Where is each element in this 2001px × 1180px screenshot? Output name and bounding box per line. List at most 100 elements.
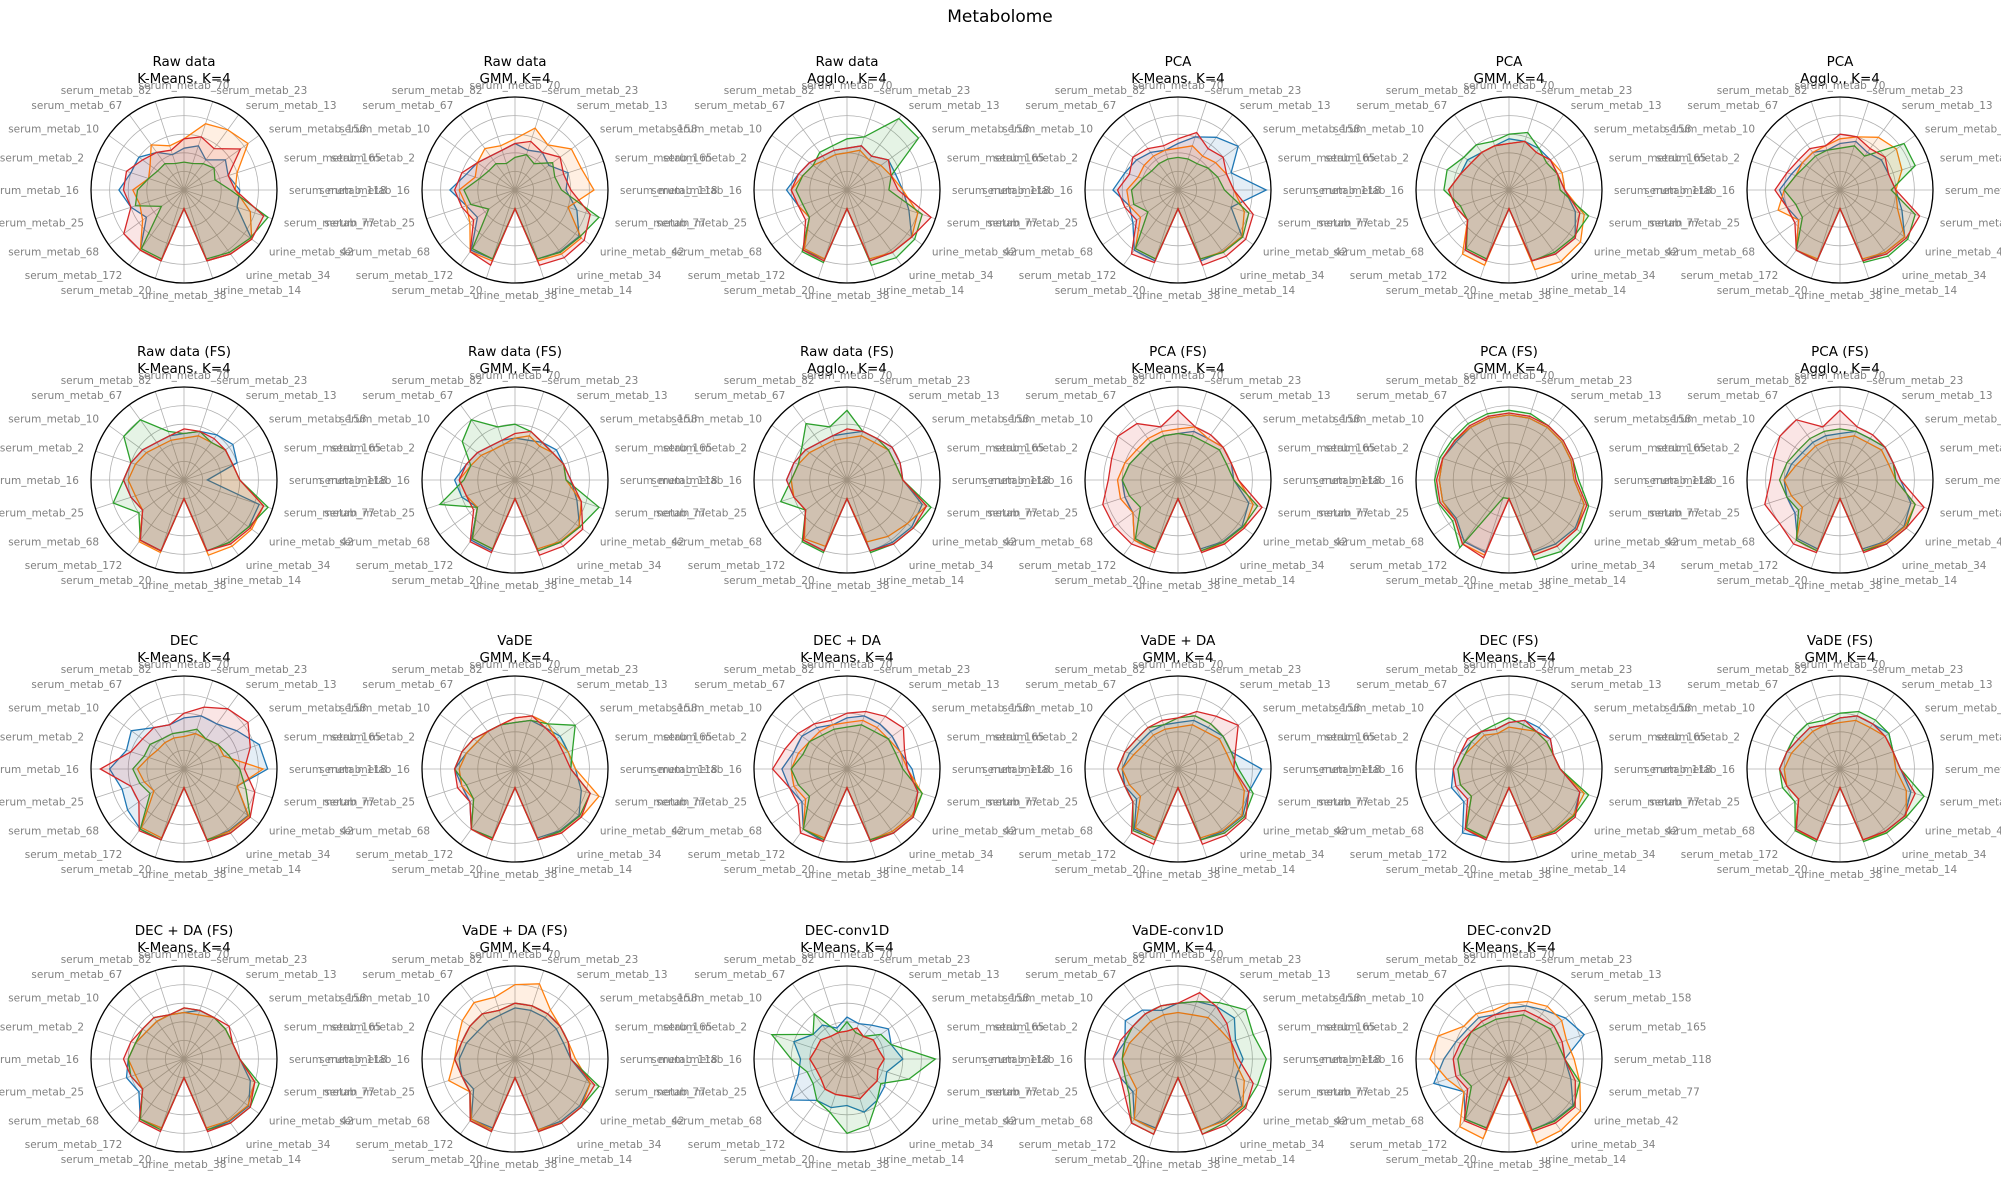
grid-spoke bbox=[846, 768, 877, 858]
axis-label: serum_metab_118 bbox=[1614, 185, 1712, 197]
panel-title-algorithm: K-Means, K=4 bbox=[137, 650, 230, 666]
axis-label: serum_metab_70 bbox=[802, 370, 893, 382]
outer-ring bbox=[753, 96, 941, 284]
axis-label: urine_metab_42 bbox=[1925, 247, 2001, 259]
grid-spoke bbox=[129, 189, 185, 266]
axis-label: urine_metab_14 bbox=[216, 285, 301, 297]
axis-label: serum_metab_2 bbox=[994, 1022, 1078, 1034]
axis-label: serum_metab_67 bbox=[1356, 390, 1447, 402]
axis-label: serum_metab_10 bbox=[8, 992, 99, 1004]
grid-spoke bbox=[846, 479, 923, 535]
grid-spoke bbox=[514, 479, 604, 510]
panel-title-method: Raw data bbox=[152, 54, 215, 70]
axis-label: serum_metab_82 bbox=[1055, 85, 1146, 97]
grid-spoke bbox=[1177, 1004, 1254, 1060]
grid-spoke bbox=[183, 135, 260, 191]
axis-label: urine_metab_42 bbox=[932, 826, 1017, 838]
grid-spoke bbox=[514, 768, 591, 824]
series-polygon-cluster-3 bbox=[458, 430, 584, 557]
axis-label: serum_metab_2 bbox=[663, 443, 747, 455]
axis-label: serum_metab_23 bbox=[1872, 375, 1963, 387]
axis-label: serum_metab_25 bbox=[0, 1086, 84, 1098]
grid-spoke bbox=[514, 1058, 591, 1114]
axis-label: serum_metab_68 bbox=[1664, 826, 1755, 838]
axis-label: serum_metab_13 bbox=[577, 679, 668, 691]
axis-label: serum_metab_67 bbox=[362, 390, 453, 402]
axis-label: serum_metab_118 bbox=[1283, 1054, 1381, 1066]
grid-spoke bbox=[1785, 189, 1841, 266]
axis-label: serum_metab_82 bbox=[724, 375, 815, 387]
axis-label: serum_metab_77 bbox=[1278, 507, 1369, 519]
grid-spoke bbox=[514, 680, 545, 770]
axis-label: serum_metab_23 bbox=[1872, 664, 1963, 676]
grid-spoke bbox=[460, 1058, 516, 1135]
axis-label: serum_metab_25 bbox=[324, 507, 415, 519]
axis-label: serum_metab_165 bbox=[1940, 732, 2001, 744]
axis-label: serum_metab_13 bbox=[1571, 390, 1662, 402]
radar-panel: VaDE + DA (FS)GMM, K=4serum_metab_70seru… bbox=[319, 923, 717, 1171]
outer-ring bbox=[753, 675, 941, 863]
grid-spoke bbox=[817, 970, 848, 1060]
axis-label: serum_metab_68 bbox=[1664, 247, 1755, 259]
axis-label: serum_metab_10 bbox=[671, 702, 762, 714]
axis-label: urine_metab_34 bbox=[1902, 849, 1987, 861]
grid-spoke bbox=[771, 1004, 848, 1060]
axis-label: serum_metab_158 bbox=[269, 413, 367, 425]
axis-label: urine_metab_42 bbox=[1594, 826, 1679, 838]
axis-label: serum_metab_82 bbox=[724, 85, 815, 97]
axis-label: serum_metab_16 bbox=[1313, 764, 1404, 776]
axis-label: serum_metab_82 bbox=[1055, 375, 1146, 387]
axis-label: serum_metab_77 bbox=[947, 217, 1038, 229]
grid-spoke bbox=[1764, 768, 1841, 824]
axis-label: serum_metab_10 bbox=[1664, 123, 1755, 135]
axis-label: serum_metab_77 bbox=[947, 1086, 1038, 1098]
grid-spoke bbox=[514, 739, 604, 770]
axis-label: serum_metab_70 bbox=[470, 659, 561, 671]
axis-label: serum_metab_20 bbox=[1055, 864, 1146, 876]
grid-spoke bbox=[1123, 189, 1179, 266]
panel-title-method: DEC (FS) bbox=[1479, 633, 1538, 649]
grid-spoke bbox=[183, 189, 273, 220]
axis-label: serum_metab_70 bbox=[1133, 659, 1224, 671]
panel-title-method: VaDE (FS) bbox=[1807, 633, 1873, 649]
panel-title-method: DEC + DA (FS) bbox=[135, 923, 234, 939]
panel-title-method: VaDE + DA bbox=[1141, 633, 1216, 649]
axis-label: serum_metab_165 bbox=[1278, 443, 1376, 455]
axis-label: serum_metab_10 bbox=[671, 123, 762, 135]
axis-label: serum_metab_77 bbox=[615, 507, 706, 519]
axis-label: serum_metab_82 bbox=[1386, 954, 1477, 966]
grid-spoke bbox=[1433, 479, 1510, 535]
grid-spoke bbox=[154, 189, 185, 279]
axis-label: serum_metab_16 bbox=[982, 185, 1073, 197]
axis-label: urine_metab_14 bbox=[1541, 575, 1626, 587]
axis-label: serum_metab_16 bbox=[982, 1054, 1073, 1066]
grid-spoke bbox=[514, 714, 591, 770]
axis-label: serum_metab_13 bbox=[246, 100, 337, 112]
axis-label: serum_metab_165 bbox=[947, 732, 1045, 744]
grid-spoke bbox=[439, 768, 516, 824]
axis-label: serum_metab_23 bbox=[547, 954, 638, 966]
axis-label: urine_metab_38 bbox=[1798, 869, 1883, 881]
axis-label: urine_metab_14 bbox=[216, 575, 301, 587]
grid-spoke bbox=[1148, 479, 1179, 569]
axis-label: serum_metab_118 bbox=[1283, 764, 1381, 776]
axis-label: serum_metab_82 bbox=[61, 664, 152, 676]
axis-label: serum_metab_67 bbox=[694, 679, 785, 691]
axis-label: urine_metab_38 bbox=[1467, 580, 1552, 592]
axis-label: serum_metab_68 bbox=[1002, 537, 1093, 549]
grid-spoke bbox=[846, 1058, 902, 1135]
axis-label: serum_metab_70 bbox=[1133, 80, 1224, 92]
axis-label: serum_metab_23 bbox=[216, 375, 307, 387]
axis-label: serum_metab_77 bbox=[947, 507, 1038, 519]
axis-label: serum_metab_172 bbox=[356, 560, 454, 572]
outer-ring bbox=[753, 386, 941, 574]
axis-label: serum_metab_172 bbox=[688, 1139, 786, 1151]
axis-label: serum_metab_172 bbox=[688, 270, 786, 282]
axis-label: serum_metab_77 bbox=[615, 796, 706, 808]
axis-label: serum_metab_16 bbox=[1644, 185, 1735, 197]
series-polygon-cluster-3 bbox=[1112, 991, 1254, 1136]
outer-ring bbox=[1415, 965, 1603, 1153]
grid-spoke bbox=[1479, 768, 1510, 858]
